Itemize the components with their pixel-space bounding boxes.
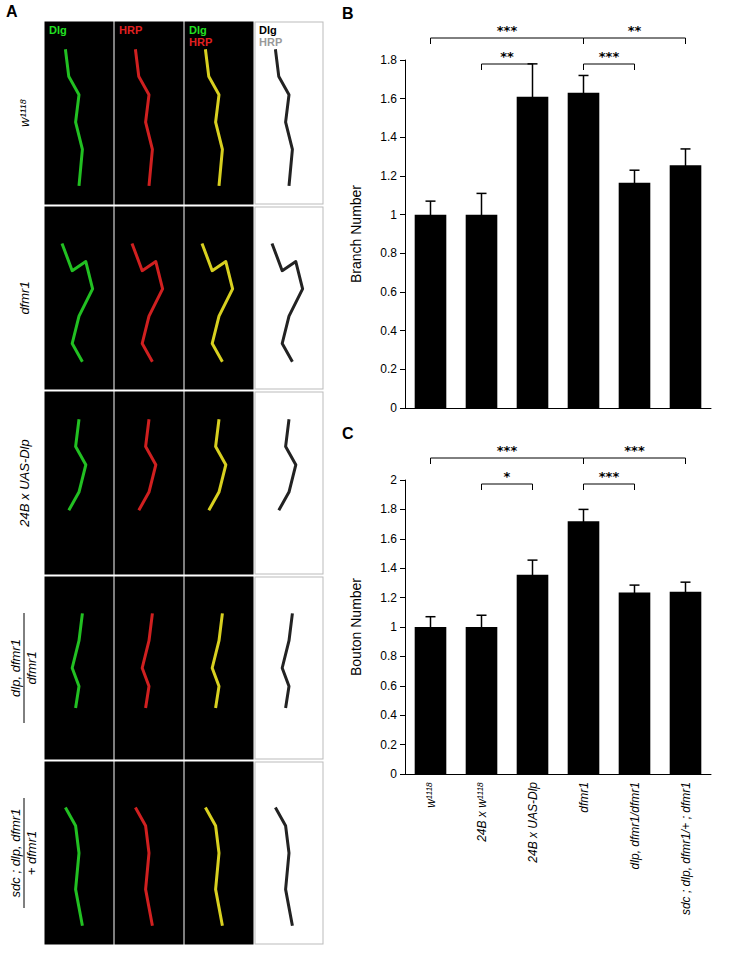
svg-text:24B x UAS-Dlp: 24B x UAS-Dlp [17,439,32,527]
svg-text:1.8: 1.8 [380,53,397,67]
svg-text:0.4: 0.4 [380,708,397,722]
svg-text:dfmr1: dfmr1 [577,782,591,813]
svg-text:0: 0 [390,401,397,415]
svg-text:***: *** [497,443,518,458]
svg-text:w¹¹¹⁸: w¹¹¹⁸ [17,99,32,127]
svg-text:1.2: 1.2 [380,169,397,183]
svg-text:Branch Number: Branch Number [348,185,364,283]
svg-text:*: * [504,469,511,484]
svg-text:***: *** [599,49,620,64]
svg-text:0.8: 0.8 [380,649,397,663]
svg-text:HRP: HRP [259,36,282,48]
svg-text:sdc ; dlp, dfmr1/+ ; dfmr1: sdc ; dlp, dfmr1/+ ; dfmr1 [679,782,693,915]
svg-text:w¹¹¹⁸: w¹¹¹⁸ [424,782,438,808]
svg-text:HRP: HRP [189,36,212,48]
svg-text:0.4: 0.4 [380,324,397,338]
svg-text:dfmr1: dfmr1 [24,651,39,684]
svg-text:**: ** [628,23,642,38]
svg-text:***: *** [624,443,645,458]
svg-text:C: C [342,425,354,442]
svg-text:Dlg: Dlg [259,24,277,36]
svg-text:***: *** [497,23,518,38]
svg-text:0.2: 0.2 [380,362,397,376]
svg-text:B: B [342,5,354,22]
svg-text:1.4: 1.4 [380,130,397,144]
svg-text:+ dfmr1: + dfmr1 [24,831,39,875]
svg-text:24B x w¹¹¹⁸: 24B x w¹¹¹⁸ [475,782,489,843]
svg-text:sdc ; dlp, dfmr1: sdc ; dlp, dfmr1 [8,809,23,898]
svg-text:2: 2 [390,473,397,487]
svg-text:0.8: 0.8 [380,246,397,260]
svg-text:Dlg: Dlg [49,24,67,36]
svg-text:0: 0 [390,767,397,781]
svg-text:dlp, dfmr1/dfmr1: dlp, dfmr1/dfmr1 [628,782,642,869]
svg-text:1.4: 1.4 [380,561,397,575]
svg-text:0.6: 0.6 [380,285,397,299]
svg-text:24B x UAS-Dlp: 24B x UAS-Dlp [526,782,540,864]
svg-text:0.6: 0.6 [380,679,397,693]
svg-text:1.6: 1.6 [380,92,397,106]
svg-text:1.6: 1.6 [380,532,397,546]
svg-text:1: 1 [390,620,397,634]
svg-text:A: A [6,3,18,20]
svg-text:**: ** [500,49,514,64]
svg-text:0.2: 0.2 [380,738,397,752]
svg-text:Bouton Number: Bouton Number [348,578,364,676]
svg-text:1: 1 [390,208,397,222]
svg-text:1.8: 1.8 [380,502,397,516]
svg-text:***: *** [599,469,620,484]
svg-text:HRP: HRP [119,24,142,36]
svg-text:dlp, dfmr1: dlp, dfmr1 [8,639,23,697]
svg-text:1.2: 1.2 [380,591,397,605]
svg-text:Dlg: Dlg [189,24,207,36]
svg-text:dfmr1: dfmr1 [17,281,32,314]
